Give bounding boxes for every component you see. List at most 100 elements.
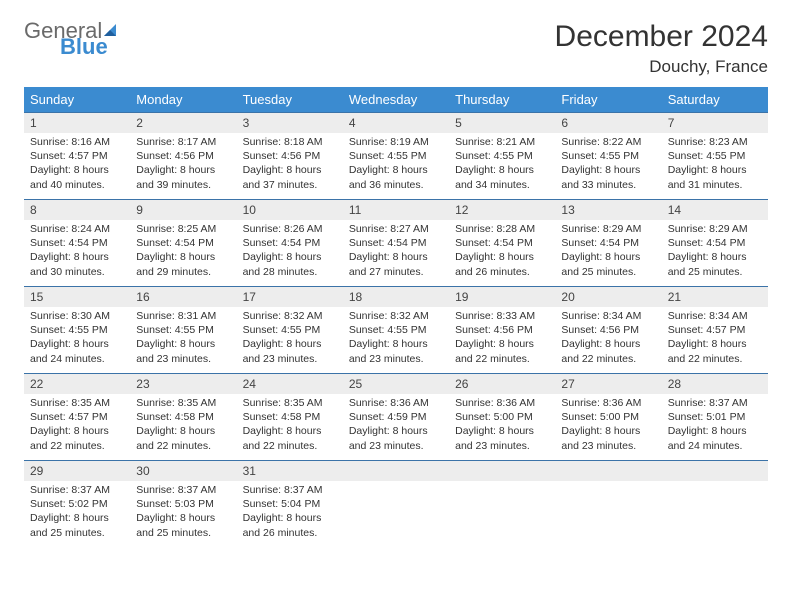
- sunset-line: Sunset: 4:55 PM: [561, 149, 655, 163]
- daylight-line: Daylight: 8 hours and 37 minutes.: [243, 163, 337, 191]
- sunrise-line: Sunrise: 8:26 AM: [243, 222, 337, 236]
- calendar-week-row: 22Sunrise: 8:35 AMSunset: 4:57 PMDayligh…: [24, 374, 768, 461]
- sunrise-line: Sunrise: 8:36 AM: [561, 396, 655, 410]
- day-number: 27: [555, 374, 661, 394]
- day-details: Sunrise: 8:35 AMSunset: 4:58 PMDaylight:…: [130, 394, 236, 457]
- sunset-line: Sunset: 5:01 PM: [668, 410, 762, 424]
- sunrise-line: Sunrise: 8:17 AM: [136, 135, 230, 149]
- daylight-line: Daylight: 8 hours and 25 minutes.: [561, 250, 655, 278]
- day-number: 12: [449, 200, 555, 220]
- daylight-line: Daylight: 8 hours and 28 minutes.: [243, 250, 337, 278]
- day-details: Sunrise: 8:37 AMSunset: 5:02 PMDaylight:…: [24, 481, 130, 544]
- sunset-line: Sunset: 4:55 PM: [455, 149, 549, 163]
- day-details: Sunrise: 8:16 AMSunset: 4:57 PMDaylight:…: [24, 133, 130, 196]
- sunrise-line: Sunrise: 8:16 AM: [30, 135, 124, 149]
- sunset-line: Sunset: 4:54 PM: [455, 236, 549, 250]
- weekday-header: Monday: [130, 87, 236, 113]
- daylight-line: Daylight: 8 hours and 25 minutes.: [668, 250, 762, 278]
- day-details: Sunrise: 8:36 AMSunset: 5:00 PMDaylight:…: [555, 394, 661, 457]
- calendar-day-cell: 24Sunrise: 8:35 AMSunset: 4:58 PMDayligh…: [237, 374, 343, 461]
- calendar-day-cell: 27Sunrise: 8:36 AMSunset: 5:00 PMDayligh…: [555, 374, 661, 461]
- sunrise-line: Sunrise: 8:18 AM: [243, 135, 337, 149]
- day-details: Sunrise: 8:18 AMSunset: 4:56 PMDaylight:…: [237, 133, 343, 196]
- sunset-line: Sunset: 4:56 PM: [243, 149, 337, 163]
- calendar-day-cell: 7Sunrise: 8:23 AMSunset: 4:55 PMDaylight…: [662, 113, 768, 200]
- calendar-week-row: 29Sunrise: 8:37 AMSunset: 5:02 PMDayligh…: [24, 461, 768, 548]
- calendar-day-cell: 25Sunrise: 8:36 AMSunset: 4:59 PMDayligh…: [343, 374, 449, 461]
- sunrise-line: Sunrise: 8:27 AM: [349, 222, 443, 236]
- sunset-line: Sunset: 4:57 PM: [30, 149, 124, 163]
- daylight-line: Daylight: 8 hours and 22 minutes.: [136, 424, 230, 452]
- sunset-line: Sunset: 5:00 PM: [561, 410, 655, 424]
- sunrise-line: Sunrise: 8:37 AM: [136, 483, 230, 497]
- day-number: 15: [24, 287, 130, 307]
- calendar-day-cell: 8Sunrise: 8:24 AMSunset: 4:54 PMDaylight…: [24, 200, 130, 287]
- sunset-line: Sunset: 5:02 PM: [30, 497, 124, 511]
- calendar-day-cell: 29Sunrise: 8:37 AMSunset: 5:02 PMDayligh…: [24, 461, 130, 548]
- sunset-line: Sunset: 4:54 PM: [561, 236, 655, 250]
- day-number: 17: [237, 287, 343, 307]
- sunrise-line: Sunrise: 8:33 AM: [455, 309, 549, 323]
- sunrise-line: Sunrise: 8:19 AM: [349, 135, 443, 149]
- sunrise-line: Sunrise: 8:28 AM: [455, 222, 549, 236]
- weekday-header: Sunday: [24, 87, 130, 113]
- sunset-line: Sunset: 5:03 PM: [136, 497, 230, 511]
- calendar-day-cell: 2Sunrise: 8:17 AMSunset: 4:56 PMDaylight…: [130, 113, 236, 200]
- sunrise-line: Sunrise: 8:32 AM: [243, 309, 337, 323]
- sunset-line: Sunset: 4:58 PM: [136, 410, 230, 424]
- day-number: 24: [237, 374, 343, 394]
- daylight-line: Daylight: 8 hours and 39 minutes.: [136, 163, 230, 191]
- daylight-line: Daylight: 8 hours and 23 minutes.: [349, 337, 443, 365]
- calendar-day-cell: 28Sunrise: 8:37 AMSunset: 5:01 PMDayligh…: [662, 374, 768, 461]
- sunset-line: Sunset: 4:56 PM: [561, 323, 655, 337]
- day-details: Sunrise: 8:19 AMSunset: 4:55 PMDaylight:…: [343, 133, 449, 196]
- sunrise-line: Sunrise: 8:29 AM: [561, 222, 655, 236]
- sunrise-line: Sunrise: 8:35 AM: [136, 396, 230, 410]
- sunset-line: Sunset: 4:55 PM: [30, 323, 124, 337]
- daylight-line: Daylight: 8 hours and 40 minutes.: [30, 163, 124, 191]
- day-details: Sunrise: 8:29 AMSunset: 4:54 PMDaylight:…: [555, 220, 661, 283]
- calendar-day-cell: 30Sunrise: 8:37 AMSunset: 5:03 PMDayligh…: [130, 461, 236, 548]
- calendar-empty-cell: [343, 461, 449, 548]
- day-number: 7: [662, 113, 768, 133]
- day-details: Sunrise: 8:36 AMSunset: 4:59 PMDaylight:…: [343, 394, 449, 457]
- calendar-day-cell: 17Sunrise: 8:32 AMSunset: 4:55 PMDayligh…: [237, 287, 343, 374]
- sunrise-line: Sunrise: 8:35 AM: [30, 396, 124, 410]
- day-details: Sunrise: 8:37 AMSunset: 5:03 PMDaylight:…: [130, 481, 236, 544]
- location: Douchy, France: [555, 57, 768, 77]
- day-number: 19: [449, 287, 555, 307]
- daylight-line: Daylight: 8 hours and 23 minutes.: [349, 424, 443, 452]
- calendar-day-cell: 9Sunrise: 8:25 AMSunset: 4:54 PMDaylight…: [130, 200, 236, 287]
- calendar-week-row: 1Sunrise: 8:16 AMSunset: 4:57 PMDaylight…: [24, 113, 768, 200]
- daylight-line: Daylight: 8 hours and 31 minutes.: [668, 163, 762, 191]
- calendar-day-cell: 12Sunrise: 8:28 AMSunset: 4:54 PMDayligh…: [449, 200, 555, 287]
- calendar-day-cell: 31Sunrise: 8:37 AMSunset: 5:04 PMDayligh…: [237, 461, 343, 548]
- daylight-line: Daylight: 8 hours and 23 minutes.: [561, 424, 655, 452]
- day-details: Sunrise: 8:26 AMSunset: 4:54 PMDaylight:…: [237, 220, 343, 283]
- daylight-line: Daylight: 8 hours and 22 minutes.: [30, 424, 124, 452]
- daylight-line: Daylight: 8 hours and 36 minutes.: [349, 163, 443, 191]
- day-details: Sunrise: 8:37 AMSunset: 5:01 PMDaylight:…: [662, 394, 768, 457]
- daylight-line: Daylight: 8 hours and 29 minutes.: [136, 250, 230, 278]
- calendar-week-row: 15Sunrise: 8:30 AMSunset: 4:55 PMDayligh…: [24, 287, 768, 374]
- day-number-bar: [662, 461, 768, 481]
- day-number: 25: [343, 374, 449, 394]
- day-details: Sunrise: 8:21 AMSunset: 4:55 PMDaylight:…: [449, 133, 555, 196]
- calendar-day-cell: 4Sunrise: 8:19 AMSunset: 4:55 PMDaylight…: [343, 113, 449, 200]
- sunset-line: Sunset: 4:55 PM: [349, 323, 443, 337]
- day-number: 18: [343, 287, 449, 307]
- calendar-body: 1Sunrise: 8:16 AMSunset: 4:57 PMDaylight…: [24, 113, 768, 548]
- daylight-line: Daylight: 8 hours and 25 minutes.: [30, 511, 124, 539]
- sunrise-line: Sunrise: 8:37 AM: [243, 483, 337, 497]
- calendar-day-cell: 1Sunrise: 8:16 AMSunset: 4:57 PMDaylight…: [24, 113, 130, 200]
- day-number: 16: [130, 287, 236, 307]
- sunset-line: Sunset: 5:00 PM: [455, 410, 549, 424]
- daylight-line: Daylight: 8 hours and 24 minutes.: [30, 337, 124, 365]
- day-details: Sunrise: 8:34 AMSunset: 4:56 PMDaylight:…: [555, 307, 661, 370]
- day-number: 3: [237, 113, 343, 133]
- daylight-line: Daylight: 8 hours and 23 minutes.: [136, 337, 230, 365]
- day-number: 28: [662, 374, 768, 394]
- day-number: 29: [24, 461, 130, 481]
- calendar-day-cell: 22Sunrise: 8:35 AMSunset: 4:57 PMDayligh…: [24, 374, 130, 461]
- day-number: 22: [24, 374, 130, 394]
